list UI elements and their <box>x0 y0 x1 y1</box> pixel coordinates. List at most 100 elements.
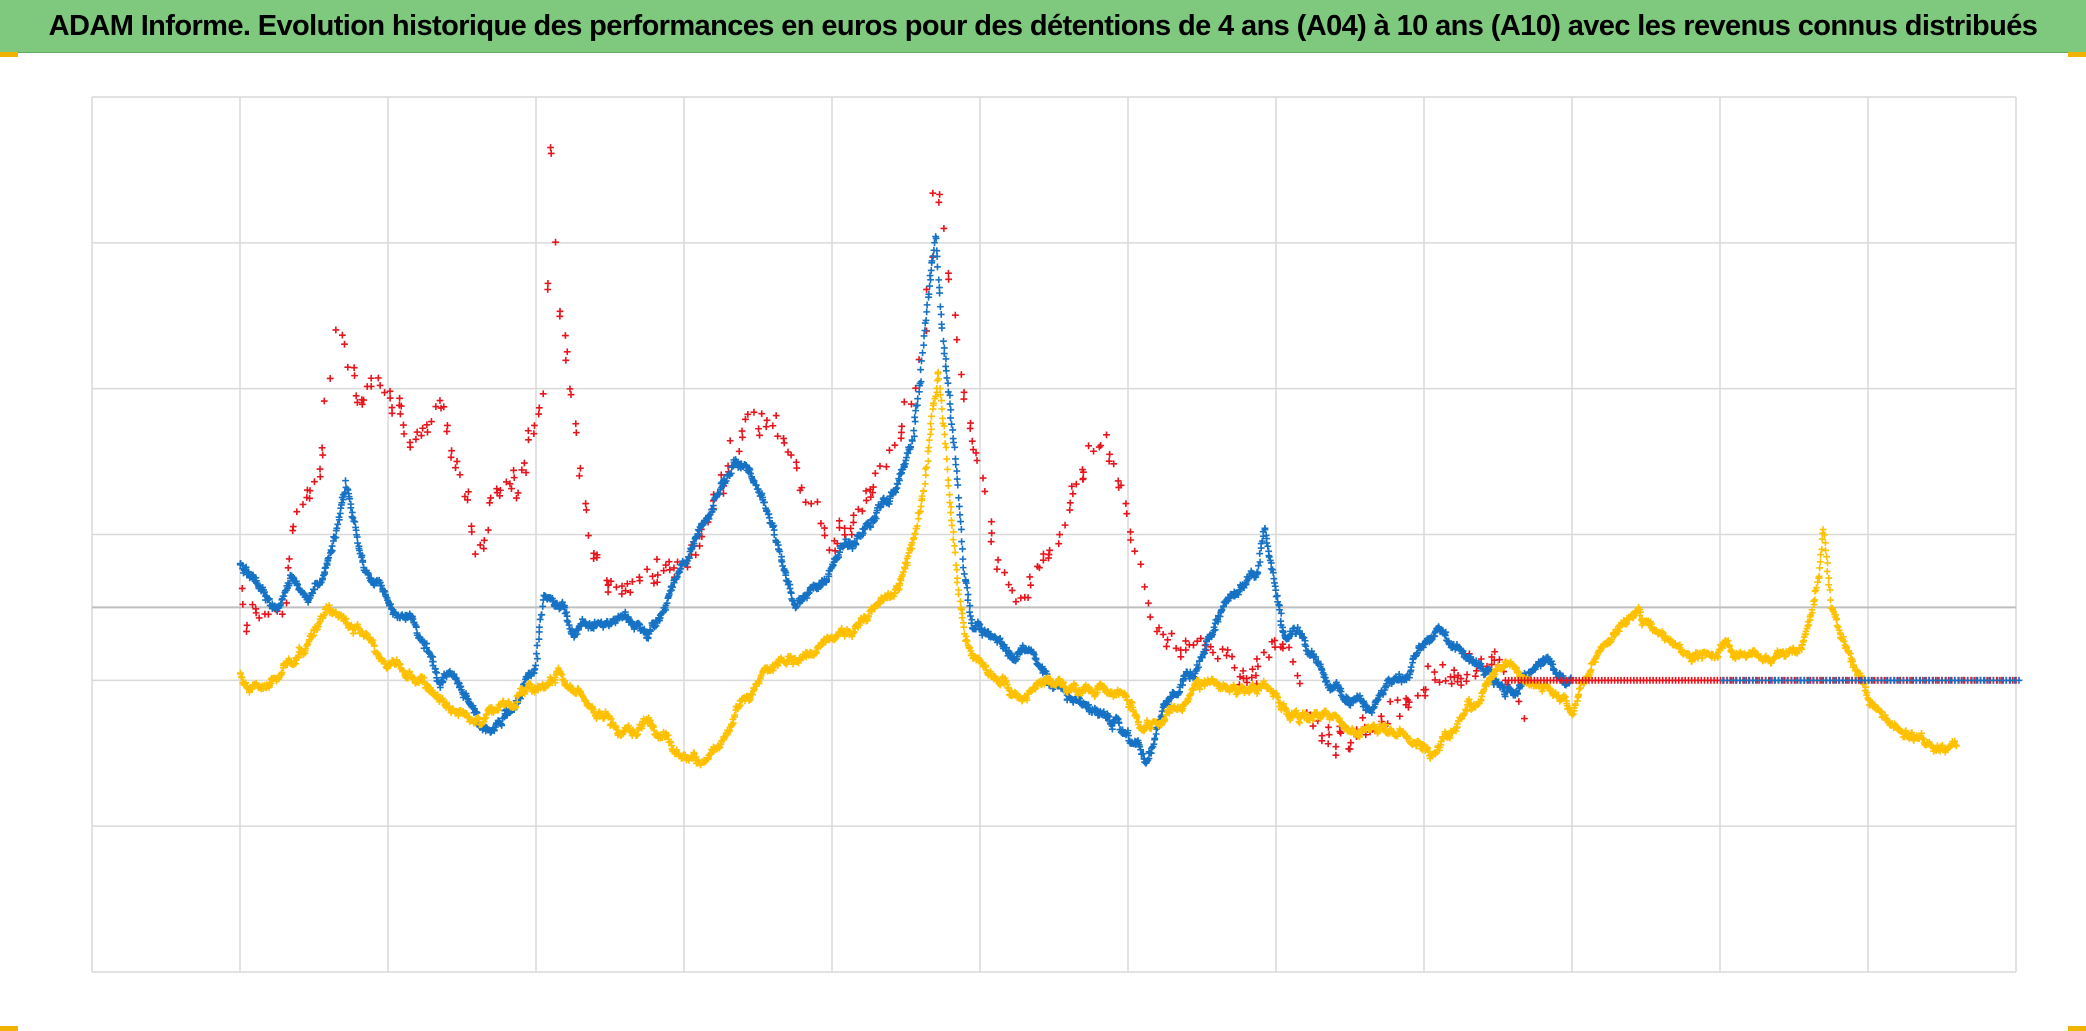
series-red-point <box>508 485 515 493</box>
series-blue-point <box>490 727 498 735</box>
series-red-point <box>897 434 905 442</box>
series-red-point <box>1346 745 1354 753</box>
series-red-point <box>352 392 360 400</box>
series-blue-point <box>907 443 915 451</box>
series-red-point <box>1027 581 1035 589</box>
series-red-point <box>1422 686 1430 693</box>
series-red-point <box>871 469 879 477</box>
series-blue-point <box>387 600 394 608</box>
series-red-point <box>306 494 314 502</box>
series-yellow-point <box>941 440 949 447</box>
series-red-point <box>1236 673 1244 681</box>
series-blue-point <box>538 611 546 619</box>
series-red-point <box>1414 692 1422 700</box>
series-yellow-point <box>947 509 955 516</box>
series-yellow-point <box>1819 526 1827 533</box>
series-blue-point <box>244 568 252 576</box>
series-red-point <box>1131 547 1139 555</box>
series-red-point <box>367 383 375 390</box>
series-red-point <box>1454 678 1461 686</box>
series-blue-point <box>1265 553 1273 561</box>
series-blue-point <box>294 580 301 588</box>
series-red-point <box>397 410 404 418</box>
series-red-point <box>867 493 875 501</box>
series-red-point <box>353 399 361 406</box>
series-blue-point <box>669 583 677 591</box>
series-red-point <box>1103 431 1110 439</box>
series-red-point <box>547 144 554 151</box>
series-blue-point <box>949 426 957 434</box>
series-blue-point <box>319 571 327 579</box>
series-blue-point <box>955 494 963 502</box>
series-blue-point <box>786 585 794 592</box>
series-red-point <box>626 588 634 596</box>
series-yellow-point <box>928 412 935 420</box>
series-red-point <box>1182 646 1190 654</box>
series-yellow-point <box>955 590 962 598</box>
series-red-point <box>850 511 857 519</box>
series-blue-point <box>959 564 967 572</box>
series-blue-point <box>277 600 285 608</box>
series-red-point <box>814 498 821 506</box>
series-red-point <box>400 421 407 429</box>
series-red-point <box>1325 731 1333 739</box>
series-yellow-point <box>927 430 934 438</box>
series-blue-point <box>1264 542 1272 550</box>
series-red-point <box>1254 663 1262 670</box>
series-yellow-point <box>1825 574 1833 582</box>
series-blue-point <box>933 247 941 255</box>
series-yellow-point <box>1823 568 1831 575</box>
series-blue-point <box>412 623 420 631</box>
series-red-point <box>1117 481 1125 489</box>
series-red-point <box>1056 531 1064 538</box>
series-red-point <box>1324 740 1332 748</box>
series-red-point <box>575 472 583 480</box>
series-blue-point <box>898 469 906 477</box>
series-red-point <box>750 408 758 416</box>
series-red-point <box>1472 672 1479 680</box>
series-blue-point <box>333 524 341 532</box>
series-red-point <box>1046 546 1054 554</box>
series-red-point <box>636 577 644 585</box>
series-blue-point <box>925 290 933 298</box>
series-red-point <box>1079 468 1087 476</box>
series-blue-point <box>380 587 388 595</box>
series-red-point <box>891 441 899 449</box>
series-red-point <box>562 356 570 364</box>
series-red-point <box>769 422 777 430</box>
series-blue-point <box>960 570 968 578</box>
series-red-point <box>817 520 825 527</box>
series-red-point <box>544 286 552 293</box>
series-red-point <box>1405 698 1413 706</box>
series-red-point <box>945 269 952 277</box>
series-blue-point <box>709 502 717 509</box>
series-layer <box>236 144 2023 769</box>
series-red-point <box>662 561 670 569</box>
series-red-point <box>1253 655 1261 663</box>
series-blue-point <box>904 449 912 457</box>
series-blue-point <box>342 477 349 485</box>
series-red-point <box>1491 648 1499 656</box>
series-red-point <box>456 471 464 479</box>
series-red-point <box>453 458 461 465</box>
series-red-point <box>739 433 746 441</box>
series-red-point <box>821 524 828 532</box>
series-red-point <box>957 371 965 378</box>
series-red-point <box>326 375 334 382</box>
series-blue-point <box>926 282 934 290</box>
series-blue-point <box>1115 719 1123 727</box>
series-red-point <box>1001 569 1008 576</box>
series-red-point <box>583 506 590 514</box>
series-red-point <box>289 527 297 535</box>
series-blue-point <box>575 626 582 634</box>
series-red-point <box>440 403 448 411</box>
series-red-point <box>1068 482 1076 490</box>
series-blue-point <box>958 538 966 545</box>
series-red-point <box>239 600 247 608</box>
series-red-point <box>1296 680 1304 687</box>
series-red-point <box>744 410 752 418</box>
series-red-point <box>1105 457 1113 465</box>
series-blue-point <box>934 263 941 271</box>
series-blue-point <box>968 619 975 627</box>
